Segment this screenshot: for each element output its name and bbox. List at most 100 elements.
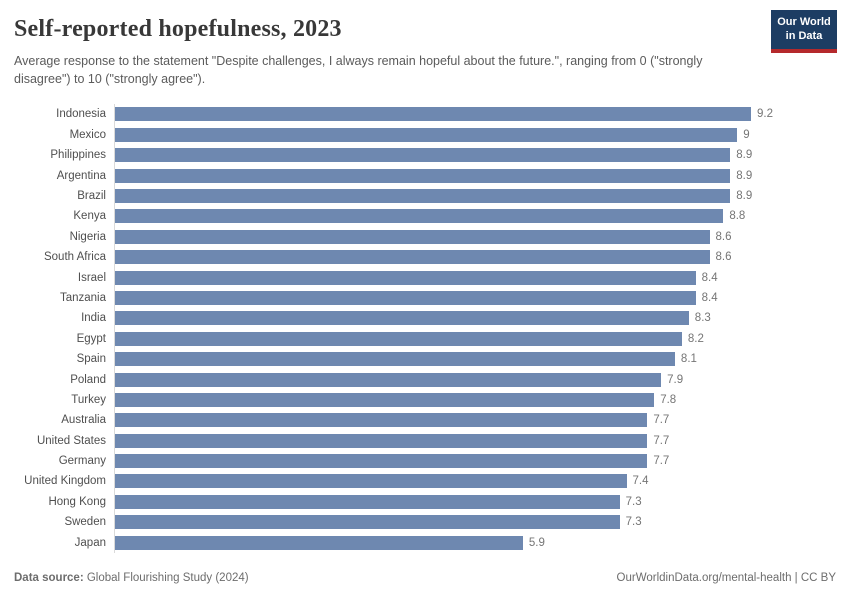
bar-row: Japan 5.9	[14, 532, 836, 553]
country-label: Poland	[70, 373, 106, 386]
bar-row: Sweden 7.3	[14, 512, 836, 533]
country-label: United States	[36, 434, 106, 447]
value-label: 5.9	[528, 536, 545, 549]
bar-chart: Indonesia 9.2 Mexico 9 Philippines 8.9 A…	[14, 104, 836, 553]
bar-track: 8.6	[114, 226, 751, 247]
bar[interactable]	[115, 454, 648, 469]
bar[interactable]	[115, 433, 648, 448]
bar[interactable]	[115, 127, 738, 142]
bar[interactable]	[115, 250, 710, 265]
country-label: Kenya	[73, 210, 106, 223]
bar-track: 7.7	[114, 410, 751, 431]
value-label: 8.6	[715, 251, 732, 264]
bar-row: Kenya 8.8	[14, 206, 836, 227]
country-label: Tanzania	[59, 291, 106, 304]
bar-row: Mexico 9	[14, 124, 836, 146]
value-label: 7.8	[660, 393, 677, 406]
country-label: Nigeria	[69, 230, 106, 243]
country-label: Egypt	[76, 332, 106, 345]
value-label: 8.9	[736, 149, 753, 162]
bar[interactable]	[115, 535, 523, 550]
bar-track: 8.8	[114, 206, 751, 227]
bar-track: 8.4	[114, 287, 751, 309]
bar-track: 8.3	[114, 308, 751, 329]
country-label: Japan	[74, 536, 106, 549]
value-label: 7.7	[653, 455, 670, 468]
bar-row: Egypt 8.2	[14, 328, 836, 349]
country-label: Turkey	[71, 393, 106, 406]
bar-track: 9.2	[114, 104, 773, 125]
bar[interactable]	[115, 148, 731, 163]
value-label: 8.6	[715, 230, 732, 243]
country-label: Germany	[58, 455, 106, 468]
bar-row: United Kingdom 7.4	[14, 471, 836, 492]
bar[interactable]	[115, 352, 675, 367]
bar-track: 7.7	[114, 430, 751, 451]
bar[interactable]	[115, 413, 648, 428]
bar[interactable]	[115, 168, 731, 183]
data-source-label: Data source:	[14, 571, 84, 584]
value-label: 8.3	[694, 312, 711, 325]
bar-track: 8.9	[114, 185, 753, 207]
bar[interactable]	[115, 209, 724, 224]
country-label: Indonesia	[56, 108, 106, 121]
country-label: Spain	[76, 353, 106, 366]
bar[interactable]	[115, 107, 751, 122]
bar-row: United States 7.7	[14, 430, 836, 451]
bar-row: Argentina 8.9	[14, 165, 836, 186]
bar-row: Israel 8.4	[14, 267, 836, 288]
bar[interactable]	[115, 290, 696, 305]
value-label: 7.3	[625, 516, 642, 529]
bar-track: 8.9	[114, 145, 753, 166]
chart-footer: Data source: Global Flourishing Study (2…	[14, 572, 836, 584]
owid-logo-line1: Our World	[777, 16, 831, 28]
bar[interactable]	[115, 372, 662, 387]
bar[interactable]	[115, 515, 620, 530]
bar-track: 7.7	[114, 450, 751, 472]
bar[interactable]	[115, 189, 731, 203]
value-label: 7.7	[653, 434, 670, 447]
bar-row: Poland 7.9	[14, 369, 836, 390]
bar-row: Philippines 8.9	[14, 145, 836, 166]
bar-track: 8.4	[114, 267, 751, 288]
bar-track: 9	[114, 124, 751, 146]
country-label: Mexico	[69, 128, 106, 141]
bar-row: Turkey 7.8	[14, 389, 836, 411]
bar[interactable]	[115, 311, 689, 326]
bar-row: Brazil 8.9	[14, 185, 836, 207]
bar-track: 8.2	[114, 328, 751, 349]
value-label: 8.8	[729, 210, 746, 223]
country-label: South Africa	[43, 251, 106, 264]
country-label: Australia	[61, 414, 106, 427]
country-label: Argentina	[56, 169, 106, 182]
bar-row: Nigeria 8.6	[14, 226, 836, 247]
attribution: OurWorldinData.org/mental-health | CC BY	[616, 571, 836, 584]
value-label: 7.3	[625, 495, 642, 508]
bar[interactable]	[115, 474, 627, 489]
country-label: Hong Kong	[48, 495, 106, 508]
value-label: 8.4	[701, 291, 718, 304]
bar-track: 7.8	[114, 389, 751, 411]
bar[interactable]	[115, 331, 682, 346]
bar[interactable]	[115, 392, 655, 407]
chart-header: Self-reported hopefulness, 2023 Average …	[14, 10, 837, 88]
value-label: 8.9	[736, 190, 753, 202]
bar-track: 8.1	[114, 348, 751, 370]
bar-row: Spain 8.1	[14, 348, 836, 370]
bar[interactable]	[115, 270, 696, 285]
bar-row: Australia 7.7	[14, 410, 836, 431]
bar[interactable]	[115, 229, 710, 244]
data-source-value: Global Flourishing Study (2024)	[83, 571, 249, 584]
bar-row: Tanzania 8.4	[14, 287, 836, 309]
bar[interactable]	[115, 494, 620, 509]
value-label: 7.4	[632, 475, 649, 488]
country-label: Brazil	[77, 190, 106, 202]
country-label: Sweden	[64, 516, 106, 529]
data-source: Data source: Global Flourishing Study (2…	[14, 572, 249, 584]
bar-row: Indonesia 9.2	[14, 104, 836, 125]
value-label: 7.7	[653, 414, 670, 427]
chart-subtitle: Average response to the statement "Despi…	[14, 54, 703, 87]
value-label: 9.2	[757, 108, 773, 121]
bar-row: Hong Kong 7.3	[14, 491, 836, 513]
